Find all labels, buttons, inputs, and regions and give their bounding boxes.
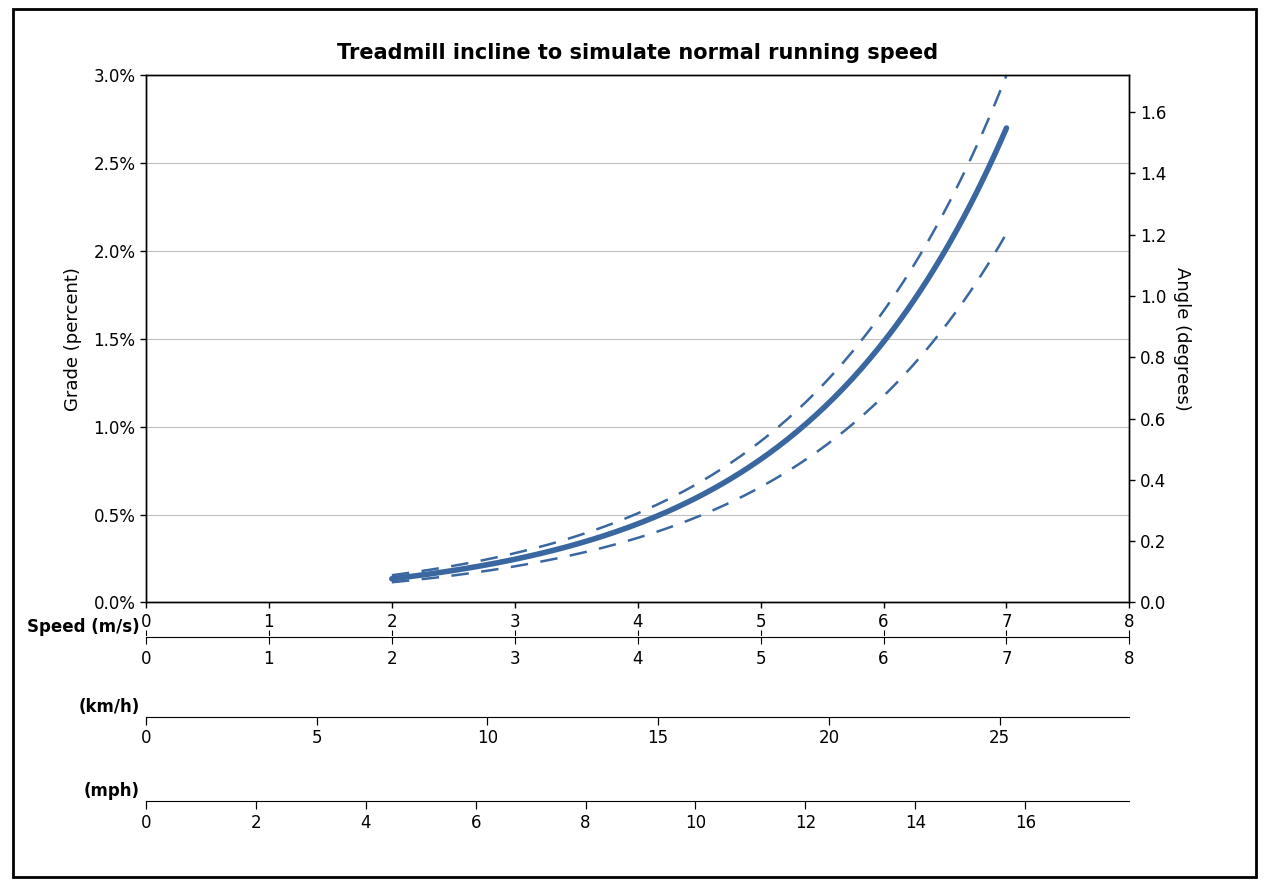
Title: Treadmill incline to simulate normal running speed: Treadmill incline to simulate normal run… <box>338 43 938 63</box>
Y-axis label: Grade (percent): Grade (percent) <box>65 267 82 411</box>
Text: (mph): (mph) <box>84 782 140 800</box>
Text: (km/h): (km/h) <box>79 698 140 716</box>
Y-axis label: Angle (degrees): Angle (degrees) <box>1174 267 1192 411</box>
Text: Speed (m/s): Speed (m/s) <box>27 618 140 636</box>
